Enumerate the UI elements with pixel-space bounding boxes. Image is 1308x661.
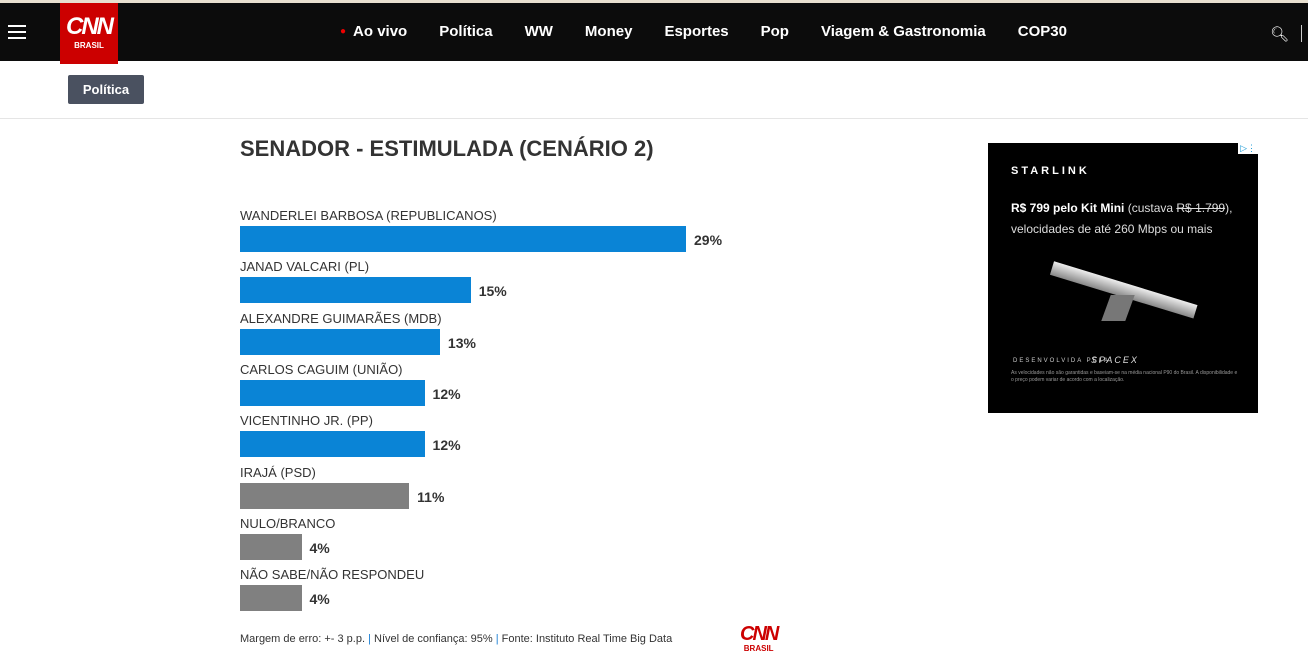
bar-row: JANAD VALCARI (PL) 15% bbox=[240, 259, 507, 310]
logo-sub: BRASIL bbox=[74, 41, 104, 50]
bar-value-label: 11% bbox=[417, 488, 445, 505]
divider bbox=[0, 118, 1308, 119]
bar-value-label: 29% bbox=[694, 232, 723, 248]
bar-label: NÃO SABE/NÃO RESPONDEU bbox=[240, 567, 425, 583]
nav-cop30[interactable]: COP30 bbox=[1017, 23, 1067, 40]
ad-offer-text: ), velocidades de até 260 Mbps ou mais bbox=[1011, 201, 1233, 236]
bar bbox=[240, 328, 440, 355]
ad-brand: STARLINK bbox=[1011, 165, 1090, 177]
nav-ao-vivo[interactable]: Ao vivo bbox=[340, 23, 407, 40]
bar-row: CARLOS CAGUIM (UNIÃO) 12% bbox=[240, 361, 461, 413]
bar-row: VICENTINHO JR. (PP) 12% bbox=[240, 413, 461, 464]
bar-label: ALEXANDRE GUIMARÃES (MDB) bbox=[240, 310, 442, 326]
logo-text: CNN bbox=[740, 623, 779, 645]
ad-old-price: R$ 1.799 bbox=[1176, 201, 1226, 215]
bar bbox=[240, 585, 302, 612]
bar-label: WANDERLEI BARBOSA (REPUBLICANOS) bbox=[240, 208, 497, 223]
separator: | bbox=[495, 633, 499, 645]
nav-ww[interactable]: WW bbox=[524, 23, 553, 40]
bar-row: ALEXANDRE GUIMARÃES (MDB) 13% bbox=[240, 310, 476, 362]
spacex-logo: SPACEX bbox=[1091, 355, 1139, 365]
source: Fonte: Instituto Real Time Big Data bbox=[501, 633, 673, 645]
bar-value-label: 4% bbox=[309, 539, 330, 556]
bar-label: JANAD VALCARI (PL) bbox=[240, 259, 370, 275]
cnn-brasil-logo[interactable]: CNN BRASIL bbox=[60, 3, 118, 64]
dish-stand-image bbox=[1101, 295, 1135, 321]
nav-viagem[interactable]: Viagem & Gastronomia bbox=[820, 23, 986, 40]
ad-offer-bold: R$ 799 pelo Kit Mini bbox=[1011, 201, 1125, 215]
bar-label: IRAJÁ (PSD) bbox=[240, 464, 316, 480]
search-icon[interactable]: 🔍︎ bbox=[1270, 26, 1290, 43]
nav-money[interactable]: Money bbox=[584, 23, 633, 40]
bar bbox=[240, 533, 302, 560]
bar-row: NÃO SABE/NÃO RESPONDEU 4% bbox=[240, 567, 424, 618]
ad-offer: R$ 799 pelo Kit Mini (custava R$ 1.799),… bbox=[1011, 198, 1251, 240]
bar bbox=[240, 277, 471, 304]
bar-label: VICENTINHO JR. (PP) bbox=[240, 413, 373, 429]
confidence-level: Nível de confiança: 95% bbox=[374, 633, 493, 645]
bar-value-label: 13% bbox=[447, 334, 476, 351]
nav-pop[interactable]: Pop bbox=[760, 23, 789, 40]
chart-title: SENADOR - ESTIMULADA (CENÁRIO 2) bbox=[240, 136, 654, 161]
hamburger-menu-icon[interactable] bbox=[8, 25, 26, 43]
cnn-footer-logo: CNN BRASIL bbox=[740, 623, 779, 653]
chart-footer: Margem de erro: +- 3 p.p. | Nível de con… bbox=[240, 633, 672, 645]
nav-esportes[interactable]: Esportes bbox=[664, 23, 729, 40]
bar-value-label: 12% bbox=[432, 437, 461, 454]
logo-text: CNN bbox=[66, 13, 114, 40]
bar bbox=[240, 482, 410, 509]
ad-fine-print: As velocidades não são garantidas e base… bbox=[1011, 370, 1238, 383]
bar-value-label: 4% bbox=[309, 591, 330, 608]
bar-row: WANDERLEI BARBOSA (REPUBLICANOS) 29% bbox=[240, 208, 722, 259]
ad-offer-text: (custava bbox=[1124, 201, 1177, 215]
bar-label: CARLOS CAGUIM (UNIÃO) bbox=[240, 361, 403, 377]
separator: | bbox=[368, 633, 371, 645]
main-nav: Ao vivo Política WW Money Esportes Pop V… bbox=[340, 23, 1099, 40]
bar bbox=[240, 431, 425, 458]
starlink-ad[interactable]: ▷⋮ STARLINK R$ 799 pelo Kit Mini (custav… bbox=[988, 143, 1258, 413]
margin-of-error: Margem de erro: +- 3 p.p. bbox=[240, 633, 366, 645]
ad-developed-by: DESENVOLVIDA PELA bbox=[1013, 358, 1110, 364]
bar-value-label: 15% bbox=[478, 283, 507, 300]
nav-politica[interactable]: Política bbox=[439, 23, 493, 40]
bar-row: IRAJÁ (PSD) 11% bbox=[240, 464, 444, 516]
bar-value-label: 12% bbox=[432, 385, 461, 402]
section-tag[interactable]: Política bbox=[68, 75, 144, 104]
bar-row: NULO/BRANCO 4% bbox=[240, 516, 335, 567]
bar bbox=[240, 379, 425, 406]
adchoices-icon[interactable]: ▷⋮ bbox=[1238, 143, 1258, 154]
bar bbox=[240, 226, 686, 252]
logo-sub: BRASIL bbox=[743, 644, 774, 653]
divider bbox=[1301, 25, 1302, 42]
bar-label: NULO/BRANCO bbox=[240, 515, 336, 531]
